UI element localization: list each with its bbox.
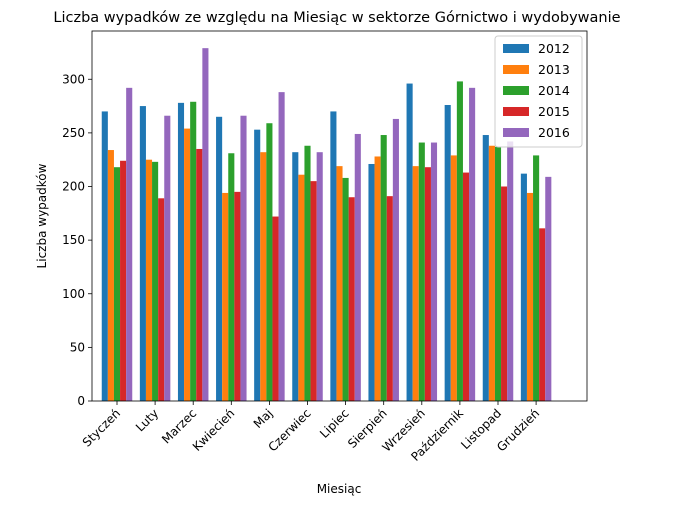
x-tick-label: Styczeń [80, 406, 123, 449]
bar-2012-Luty [139, 106, 146, 401]
bar-2016-Maj [278, 92, 285, 401]
bar-2013-Październik [450, 155, 457, 401]
bar-2013-Sierpień [374, 156, 381, 401]
bars-group [101, 48, 552, 402]
bar-2016-Wrzesień [430, 142, 438, 402]
bar-2016-Kwiecień [240, 115, 247, 401]
bar-2015-Październik [462, 172, 470, 401]
bar-2013-Czerwiec [298, 174, 305, 401]
bar-2014-Listopad [494, 146, 502, 401]
bar-2016-Marzec [202, 48, 209, 401]
bar-2015-Styczeń [120, 160, 127, 401]
legend-swatch [503, 44, 529, 53]
legend-label: 2013 [538, 62, 570, 77]
bar-2014-Luty [152, 161, 159, 401]
bar-2012-Październik [444, 105, 451, 401]
bar-2016-Grudzień [545, 176, 552, 401]
bar-2012-Grudzień [520, 173, 527, 401]
x-tick-label: Kwiecień [190, 406, 238, 454]
bar-2016-Lipiec [354, 133, 361, 401]
bar-2014-Styczeń [113, 167, 121, 401]
bar-2015-Lipiec [348, 197, 355, 401]
bar-2016-Październik [469, 87, 476, 401]
y-axis-title: Liczba wypadków [35, 163, 49, 268]
bar-2016-Sierpień [392, 118, 399, 401]
bar-2015-Grudzień [539, 228, 546, 401]
y-tick-label: 200 [62, 180, 85, 194]
bar-2012-Wrzesień [406, 83, 413, 402]
bar-2013-Listopad [488, 145, 495, 401]
bar-2015-Sierpień [386, 196, 393, 401]
legend-box [494, 35, 583, 148]
bar-2014-Maj [266, 123, 273, 401]
bar-2013-Grudzień [526, 192, 534, 401]
x-tick-label: Maj [251, 406, 276, 431]
y-tick-label: 250 [62, 126, 85, 140]
bar-2012-Marzec [177, 102, 185, 402]
x-tick-label: Luty [133, 406, 161, 434]
bar-2012-Listopad [482, 135, 489, 401]
bar-2015-Luty [158, 198, 165, 401]
legend-swatch [503, 107, 529, 116]
legend-label: 2014 [538, 83, 570, 98]
bar-2015-Listopad [501, 186, 508, 401]
bar-2012-Czerwiec [292, 152, 299, 401]
bar-2012-Sierpień [368, 163, 375, 401]
bar-2015-Maj [272, 216, 279, 401]
bar-2012-Styczeń [101, 111, 108, 402]
y-tick-label: 300 [62, 72, 85, 86]
bar-2013-Kwiecień [222, 192, 229, 401]
bar-2015-Kwiecień [234, 191, 241, 401]
bar-2012-Maj [254, 129, 261, 402]
bar-2015-Czerwiec [310, 181, 317, 401]
bar-2013-Maj [260, 152, 267, 401]
bar-2014-Październik [456, 81, 463, 401]
legend-swatch [503, 65, 529, 74]
bar-2016-Styczeń [126, 87, 133, 401]
bar-2014-Sierpień [380, 135, 387, 401]
legend-label: 2012 [538, 41, 570, 56]
bar-2013-Styczeń [107, 150, 114, 401]
legend: 2012 2013 2014 2015 2016 [494, 35, 583, 148]
chart-title: Liczba wypadków ze względu na Miesiąc w … [53, 10, 620, 26]
bar-2013-Lipiec [336, 166, 343, 401]
bar-2012-Lipiec [330, 111, 337, 402]
x-axis-title: Miesiąc [317, 482, 362, 496]
legend-label: 2016 [538, 125, 570, 140]
legend-label: 2015 [538, 104, 570, 119]
y-tick-label: 150 [62, 233, 85, 247]
bar-2013-Luty [145, 159, 153, 401]
y-tick-label: 100 [62, 287, 85, 301]
bar-2014-Kwiecień [228, 153, 235, 401]
bar-2016-Listopad [507, 141, 514, 401]
bar-2014-Czerwiec [304, 145, 311, 401]
legend-swatch [503, 128, 529, 137]
bar-2013-Marzec [184, 128, 191, 401]
y-axis: 0 50 100 150 200 250 300 [62, 72, 92, 408]
bar-2012-Kwiecień [216, 116, 223, 402]
y-tick-label: 50 [70, 340, 85, 354]
y-tick-label: 0 [77, 394, 85, 408]
bar-2014-Grudzień [533, 155, 540, 401]
bar-2014-Marzec [190, 101, 197, 401]
bar-2014-Wrzesień [418, 142, 425, 402]
bar-2013-Wrzesień [412, 166, 419, 401]
plot-frame [91, 30, 588, 402]
bar-2014-Lipiec [342, 177, 349, 401]
bar-2015-Marzec [196, 148, 203, 401]
x-tick-label: Lipiec [317, 406, 352, 441]
legend-swatch [503, 86, 529, 95]
bar-2016-Luty [164, 115, 171, 401]
bar-2015-Wrzesień [424, 167, 431, 401]
bar-2016-Czerwiec [316, 152, 323, 401]
